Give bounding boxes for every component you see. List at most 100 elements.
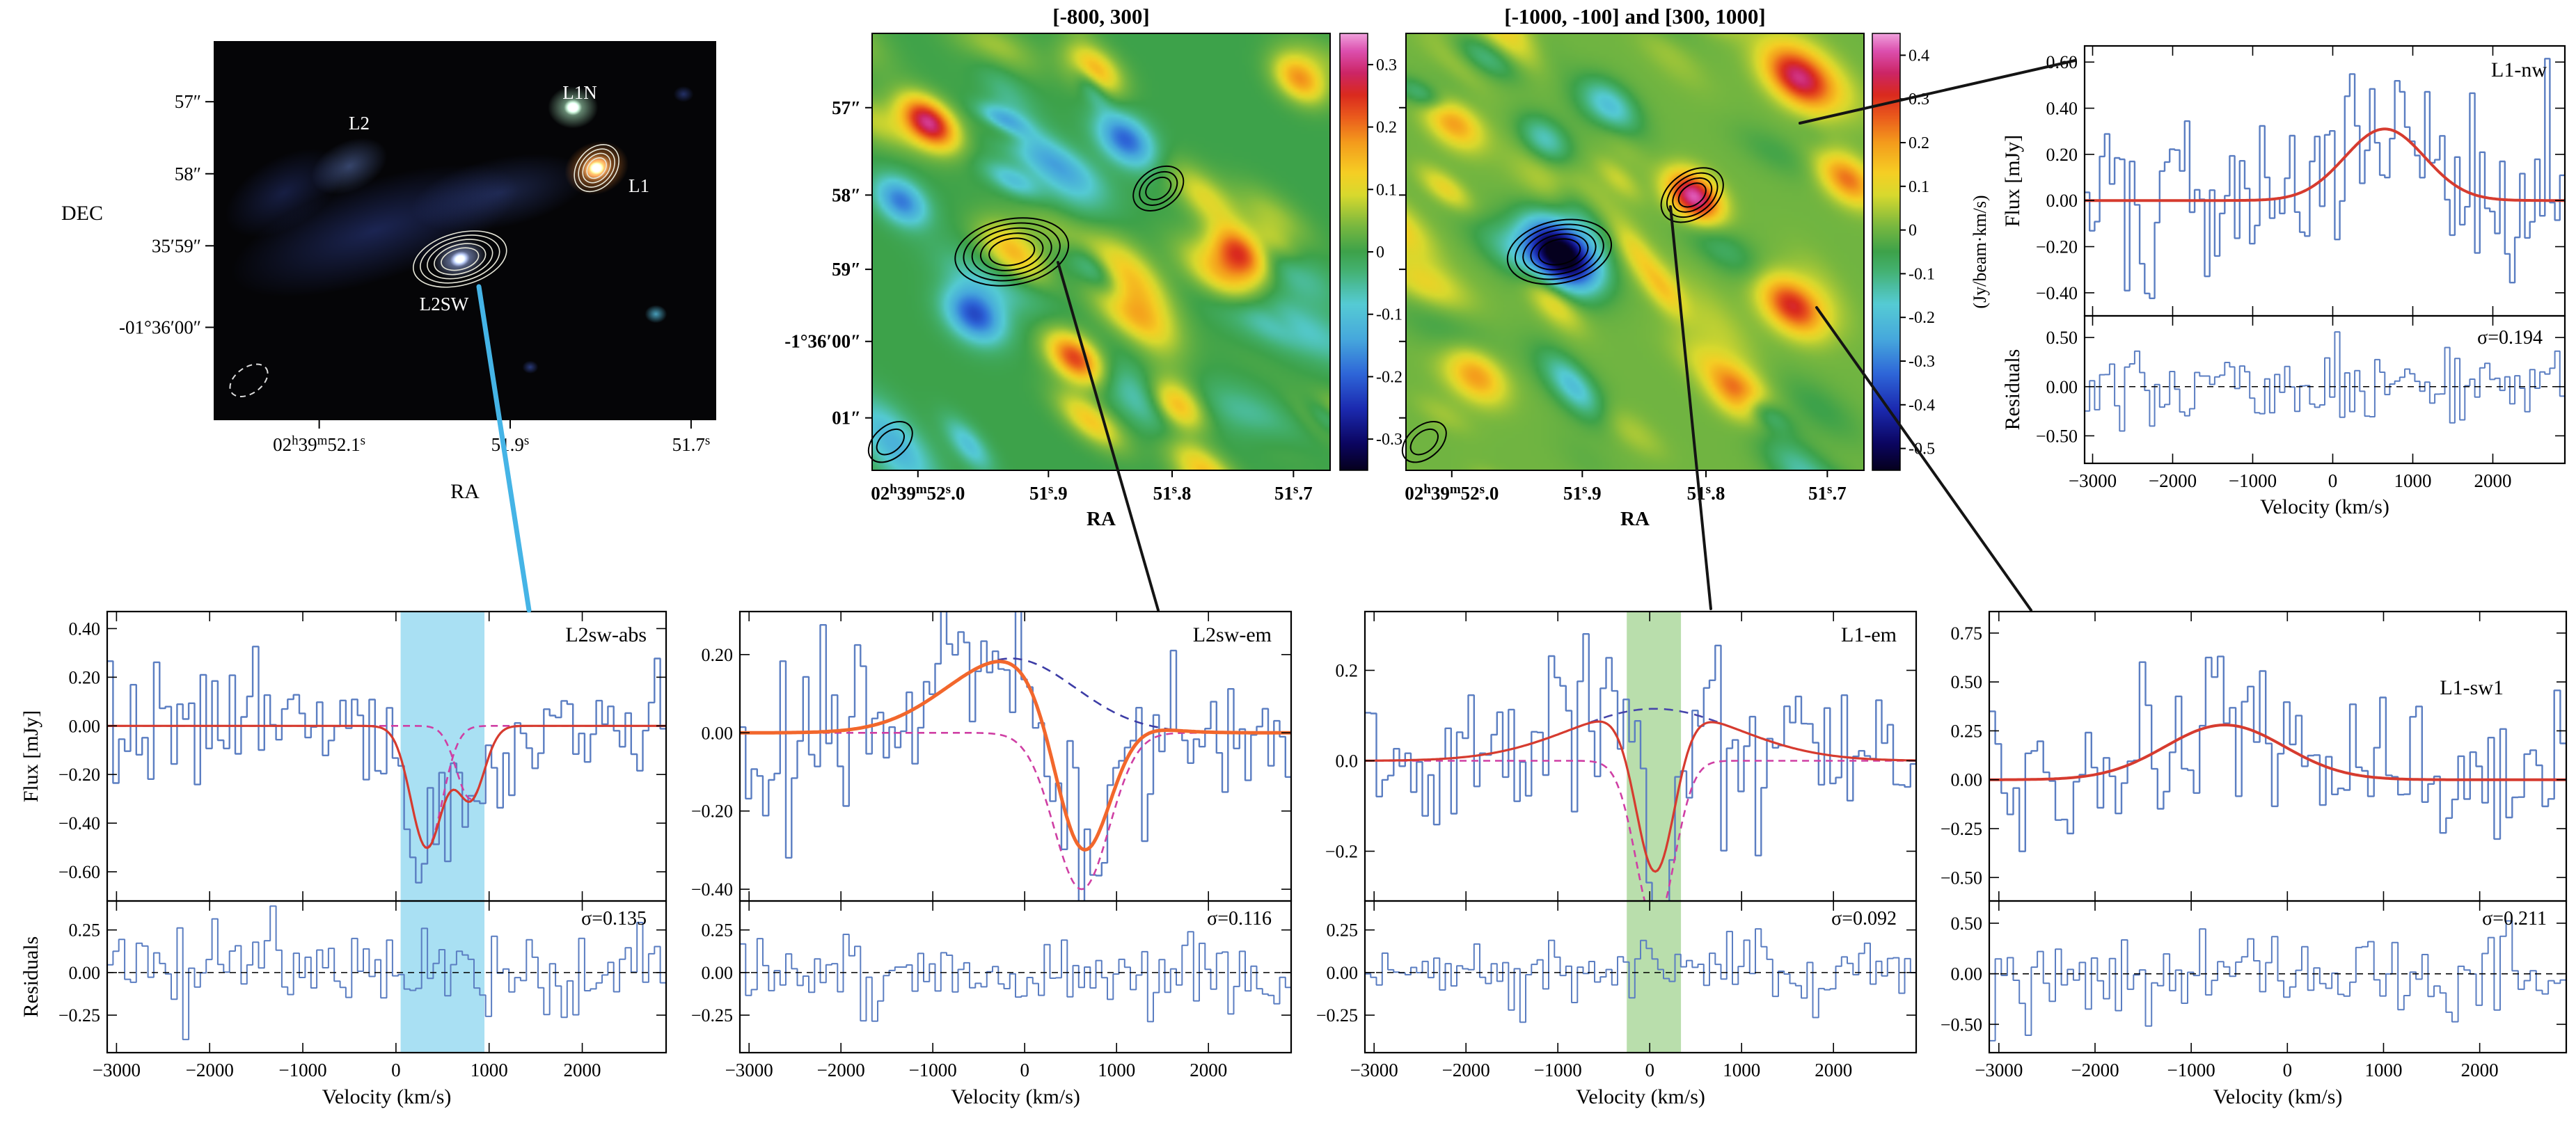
svg-text:-1°36′00″: -1°36′00″ <box>784 331 861 352</box>
map1-colorbar-ticks: 0.3 0.2 0.1 0 -0.1 -0.2 -0.3 <box>1339 33 1402 471</box>
svg-text:0.2: 0.2 <box>1336 661 1359 681</box>
svg-text:35′59″: 35′59″ <box>152 235 201 256</box>
svg-text:−0.25: −0.25 <box>691 1005 733 1026</box>
svg-text:02h39m52.1s​: 02h39m52.1s​ <box>273 433 365 455</box>
spectrum-l1-sw1-sigma: σ=0.211 <box>2482 908 2547 929</box>
svg-text:0.25: 0.25 <box>702 920 734 941</box>
svg-text:51s.7: 51s.7 <box>1808 482 1847 504</box>
spectrum-l1_em: −3000 −2000 −1000 0 1000 2000 0.2 0.0 −0.2 0.25 0.… <box>1316 610 1918 1080</box>
spectrum-l2sw-abs-resid-ylabel: Residuals <box>19 936 42 1018</box>
svg-text:0.25: 0.25 <box>1327 920 1359 941</box>
svg-text:−0.60: −0.60 <box>58 862 100 882</box>
map1-ra-axis-label: RA <box>1086 508 1116 530</box>
hst-contours <box>229 144 619 397</box>
svg-text:-0.1: -0.1 <box>1909 265 1935 283</box>
map1-title: [-800, 300] <box>1052 4 1150 29</box>
svg-text:0: 0 <box>1645 1060 1654 1080</box>
spectrum-l1-em-sigma: σ=0.092 <box>1831 908 1897 929</box>
dec-axis-label: DEC <box>61 202 103 225</box>
svg-text:−1000: −1000 <box>2167 1060 2215 1080</box>
svg-text:0.50: 0.50 <box>1951 672 1983 692</box>
svg-text:0.00: 0.00 <box>1951 964 1983 984</box>
spectrum-l2sw-abs-sigma: σ=0.135 <box>581 908 647 929</box>
moment-map-wings <box>1406 33 1864 470</box>
spectrum-l2sw_abs: −3000 −2000 −1000 0 1000 2000 0.40 0.20 0.00 −0.2… <box>58 610 667 1080</box>
svg-text:0: 0 <box>1909 222 1917 240</box>
svg-text:0.1: 0.1 <box>1376 181 1397 199</box>
object-label-l2sw: L2SW <box>419 294 469 314</box>
svg-text:-0.4: -0.4 <box>1909 397 1935 415</box>
svg-text:2000: 2000 <box>2461 1060 2499 1080</box>
svg-text:0.1: 0.1 <box>1909 178 1929 196</box>
svg-text:−1000: −1000 <box>278 1060 326 1080</box>
svg-text:0.00: 0.00 <box>69 716 101 736</box>
spectrum-l2sw-abs-flux-ylabel: Flux [mJy] <box>19 710 42 803</box>
svg-text:0: 0 <box>1376 244 1384 262</box>
svg-text:−2000: −2000 <box>1442 1060 1490 1080</box>
svg-text:58″: 58″ <box>832 184 861 205</box>
svg-text:02h39m52s.0: 02h39m52s.0 <box>1405 482 1499 504</box>
spectrum-l2sw-em-label: L2sw-em <box>1192 623 1272 646</box>
svg-text:-0.2: -0.2 <box>1376 368 1402 386</box>
svg-text:58″: 58″ <box>175 163 201 184</box>
svg-text:1000: 1000 <box>2394 470 2432 491</box>
svg-text:−2000: −2000 <box>186 1060 234 1080</box>
svg-text:−0.40: −0.40 <box>2036 283 2078 303</box>
svg-text:0.75: 0.75 <box>1951 623 1983 644</box>
svg-text:51s.9: 51s.9 <box>1563 482 1602 504</box>
svg-text:−0.50: −0.50 <box>2036 426 2078 446</box>
svg-text:0.00: 0.00 <box>702 723 734 743</box>
svg-text:01″: 01″ <box>832 408 861 429</box>
map2-colorbar-ticks: 0.40.30.20.10-0.1-0.2-0.3-0.4-0.5 <box>1872 33 1935 471</box>
svg-text:51.7s​: 51.7s​ <box>672 433 711 455</box>
svg-text:0.20: 0.20 <box>69 667 101 687</box>
svg-text:−0.25: −0.25 <box>1941 819 1982 839</box>
svg-text:−0.25: −0.25 <box>1316 1005 1358 1026</box>
svg-text:59″: 59″ <box>832 259 861 280</box>
colorbar-units-label: (Jy/beam·km/s) <box>1970 195 1990 309</box>
svg-text:0.2: 0.2 <box>1376 119 1397 137</box>
svg-text:−1000: −1000 <box>909 1060 957 1080</box>
spectrum-l2sw-abs-xlabel: Velocity (km/s) <box>322 1085 452 1108</box>
svg-text:1000: 1000 <box>1098 1060 1135 1080</box>
svg-text:−0.20: −0.20 <box>2036 237 2078 257</box>
spectrum-l1-em-xlabel: Velocity (km/s) <box>1576 1085 1705 1108</box>
svg-text:0.00: 0.00 <box>1951 770 1983 790</box>
svg-text:−0.40: −0.40 <box>691 879 733 900</box>
spectrum-l1nw: −3000 −2000 −1000 0 1000 20000.600.400.200.00… <box>2036 45 2566 491</box>
spectrum-l1-sw1-label: L1-sw1 <box>2440 676 2504 699</box>
svg-text:−3000: −3000 <box>1350 1060 1398 1080</box>
svg-text:−2000: −2000 <box>2071 1060 2119 1080</box>
svg-text:−2000: −2000 <box>817 1060 865 1080</box>
spectrum-l2sw_em: −3000 −2000 −1000 0 1000 2000 0.20 0.00 −0.20 −0.… <box>691 610 1293 1080</box>
svg-text:0.50: 0.50 <box>1951 913 1983 934</box>
svg-text:-0.3: -0.3 <box>1376 431 1402 449</box>
map1-contours <box>867 165 1185 463</box>
svg-text:−0.40: −0.40 <box>58 813 100 833</box>
object-label-l1n: L1N <box>562 82 597 103</box>
svg-text:-01°36′00″: -01°36′00″ <box>119 317 201 337</box>
spectrum-l1nw-flux-ylabel: Flux [mJy] <box>2001 134 2024 228</box>
svg-text:0.20: 0.20 <box>2046 145 2078 165</box>
svg-text:−1000: −1000 <box>2229 470 2277 491</box>
connector-lines <box>476 59 2076 613</box>
svg-text:0: 0 <box>2328 470 2338 491</box>
spectrum-l1nw-resid-ylabel: Residuals <box>2001 349 2024 431</box>
spectrum-l1nw-sigma: σ=0.194 <box>2477 327 2543 349</box>
svg-text:0.40: 0.40 <box>69 619 101 639</box>
svg-text:02h39m52s.0: 02h39m52s.0 <box>871 482 965 504</box>
svg-text:−0.2: −0.2 <box>1325 842 1358 862</box>
svg-text:1000: 1000 <box>2364 1060 2402 1080</box>
colorbar-map1 <box>1340 33 1368 470</box>
svg-text:-0.3: -0.3 <box>1909 353 1935 371</box>
object-label-l2: L2 <box>349 113 370 134</box>
svg-text:0.00: 0.00 <box>69 963 101 983</box>
moment-map-800-300 <box>872 33 1330 470</box>
svg-text:2000: 2000 <box>564 1060 601 1080</box>
spectrum-l1_sw1: −3000 −2000 −1000 0 1000 2000 0.75 0.50 0.25 0.00… <box>1941 610 2568 1080</box>
svg-text:0.3: 0.3 <box>1376 56 1397 74</box>
spectrum-l1-sw1-xlabel: Velocity (km/s) <box>2213 1085 2343 1108</box>
svg-text:0.2: 0.2 <box>1909 134 1929 152</box>
